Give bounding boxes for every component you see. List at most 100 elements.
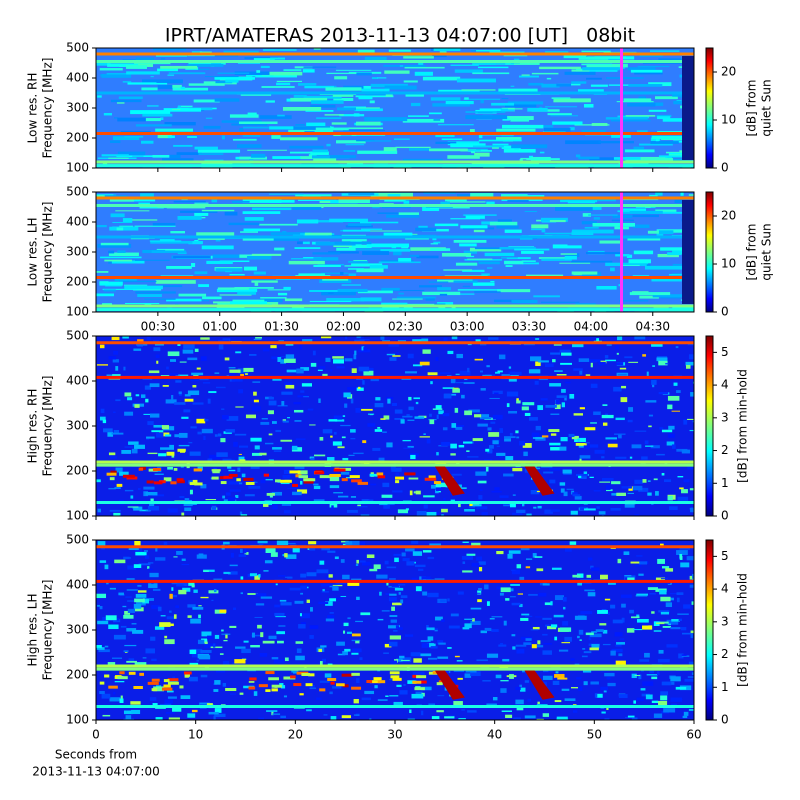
texture: [464, 508, 475, 512]
texture: [441, 138, 463, 141]
y-axis-label: Frequency [MHz]: [41, 376, 55, 477]
texture: [450, 613, 459, 617]
texture: [416, 255, 439, 259]
texture: [611, 648, 623, 653]
texture: [284, 358, 296, 363]
texture: [423, 192, 456, 194]
texture: [679, 556, 683, 560]
texture: [683, 419, 688, 425]
texture-blob: [341, 673, 353, 677]
texture: [467, 710, 477, 713]
texture: [275, 583, 278, 586]
texture: [189, 451, 201, 456]
texture: [300, 367, 310, 371]
texture: [418, 225, 428, 230]
texture: [309, 289, 351, 292]
texture: [642, 479, 647, 483]
texture: [571, 260, 613, 263]
texture: [505, 456, 514, 461]
texture: [288, 129, 313, 133]
texture: [169, 154, 181, 159]
texture: [166, 206, 206, 209]
texture: [124, 302, 160, 305]
texture: [514, 248, 550, 251]
texture: [297, 470, 308, 475]
texture: [340, 248, 381, 251]
texture-blob: [377, 475, 386, 479]
texture: [601, 414, 614, 419]
texture: [604, 355, 609, 359]
texture-blob: [298, 475, 308, 479]
texture: [168, 72, 206, 75]
texture: [313, 485, 321, 490]
texture: [325, 618, 335, 622]
texture: [301, 622, 306, 626]
texture: [180, 695, 191, 700]
texture: [650, 137, 661, 141]
texture: [470, 607, 482, 610]
texture: [363, 347, 368, 351]
texture: [345, 225, 373, 228]
texture: [662, 626, 672, 628]
texture: [681, 632, 692, 635]
texture: [198, 553, 204, 558]
texture: [383, 415, 390, 420]
texture: [188, 63, 226, 65]
texture: [556, 716, 568, 720]
texture: [288, 260, 325, 265]
texture: [316, 697, 322, 700]
texture: [159, 622, 171, 627]
texture: [559, 482, 566, 486]
texture: [598, 141, 634, 144]
texture: [382, 482, 390, 488]
texture: [652, 365, 656, 367]
texture: [260, 297, 287, 299]
texture: [606, 489, 613, 492]
texture: [160, 117, 164, 121]
texture: [380, 336, 385, 340]
texture: [476, 49, 501, 52]
texture: [631, 616, 640, 619]
texture: [574, 437, 586, 443]
texture: [523, 642, 532, 646]
texture: [499, 247, 536, 250]
colorbar-tick-label: 0: [721, 713, 729, 727]
texture: [471, 162, 509, 166]
texture: [400, 599, 404, 604]
texture: [468, 409, 480, 413]
texture: [359, 560, 366, 563]
texture: [258, 717, 265, 720]
texture: [508, 108, 523, 110]
texture: [181, 558, 186, 561]
texture: [628, 361, 639, 363]
texture: [539, 151, 545, 154]
texture: [505, 62, 540, 65]
texture-blob: [152, 467, 161, 471]
texture: [108, 624, 119, 630]
texture: [645, 445, 654, 447]
texture: [651, 278, 682, 282]
texture: [303, 396, 310, 398]
texture: [584, 427, 596, 431]
texture: [434, 629, 438, 632]
texture: [436, 710, 444, 713]
texture: [667, 395, 680, 401]
texture: [350, 398, 354, 404]
texture-blob: [225, 688, 237, 692]
texture: [542, 617, 552, 620]
y-tick-label: 300: [66, 419, 89, 433]
texture: [450, 453, 456, 456]
texture: [164, 434, 172, 437]
texture: [269, 193, 304, 195]
texture: [389, 357, 397, 361]
texture: [276, 631, 286, 635]
texture: [365, 230, 402, 232]
texture: [166, 366, 169, 370]
texture: [496, 550, 504, 555]
texture: [351, 639, 361, 642]
texture: [501, 710, 513, 712]
texture: [441, 441, 450, 446]
texture: [550, 352, 561, 355]
texture: [403, 56, 434, 59]
texture: [119, 698, 124, 704]
